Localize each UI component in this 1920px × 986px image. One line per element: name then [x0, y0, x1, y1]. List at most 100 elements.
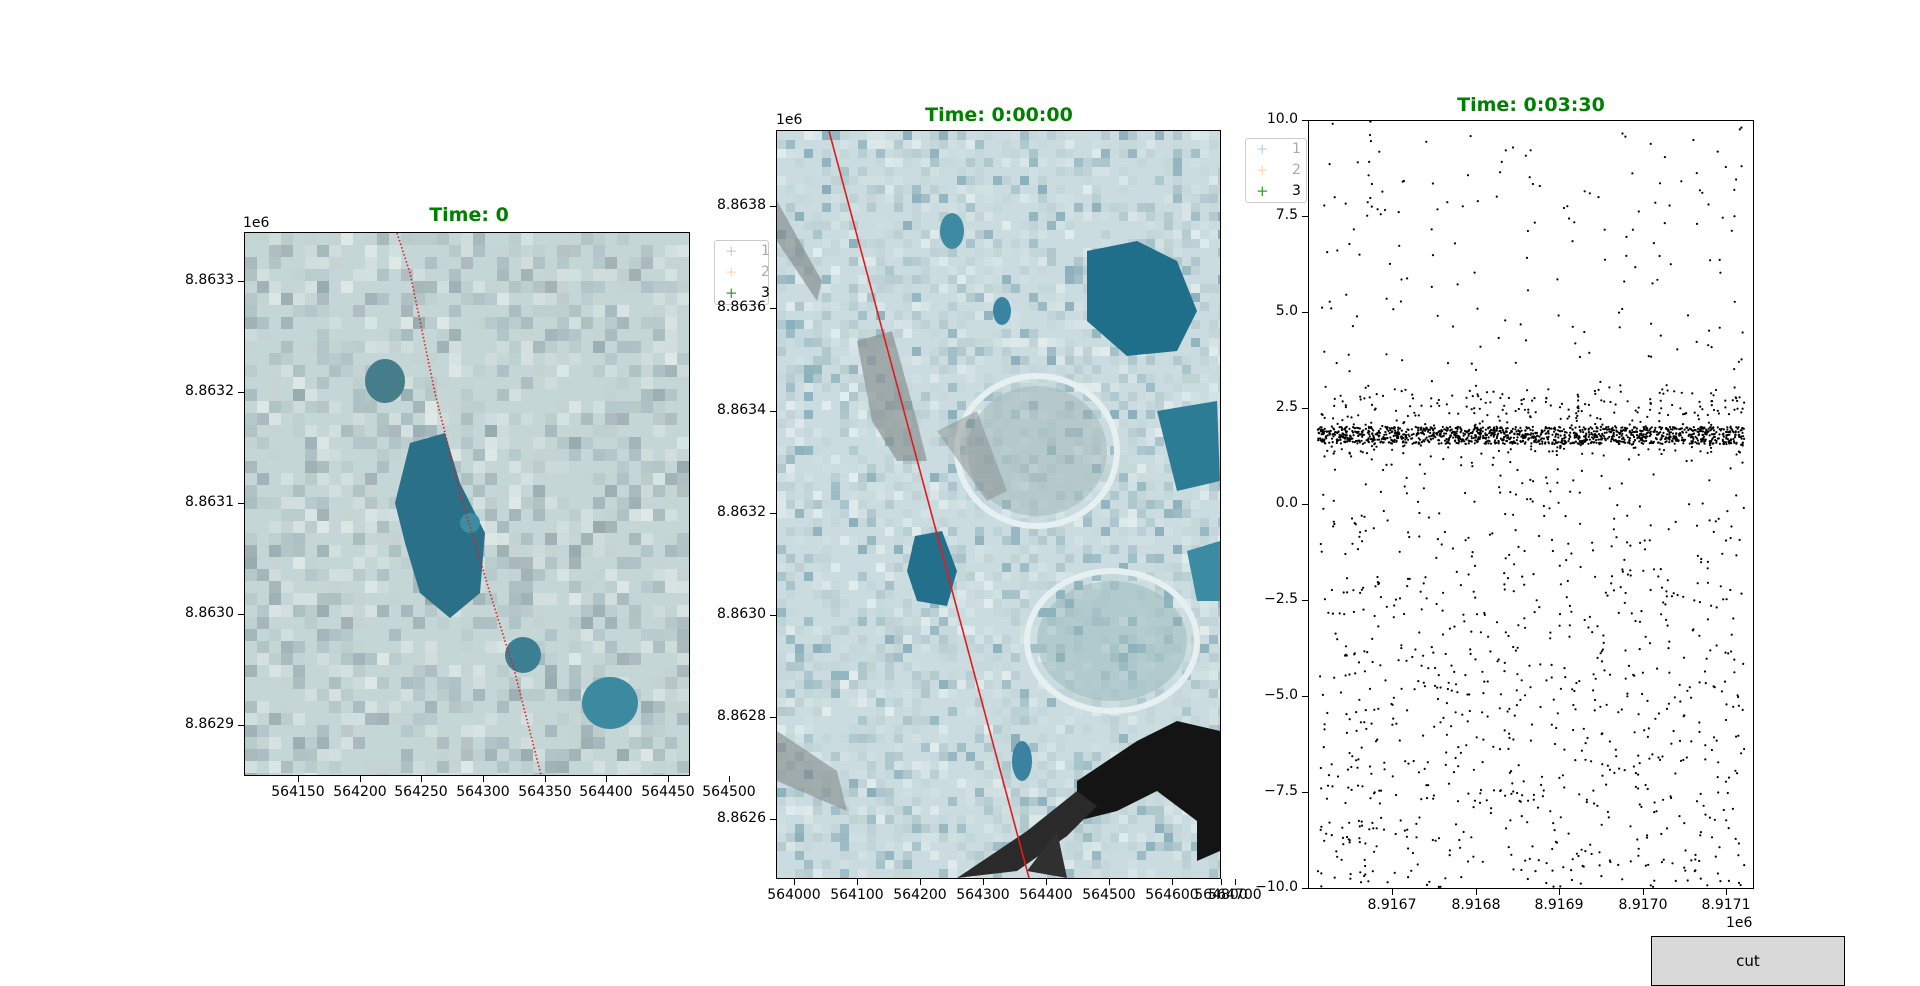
scatter-point — [1697, 555, 1699, 557]
scatter-point — [1563, 448, 1565, 450]
scatter-point — [1335, 850, 1337, 852]
scatter-point — [1680, 760, 1682, 762]
scatter-point — [1340, 691, 1342, 693]
scatter-point — [1716, 740, 1718, 742]
scatter-point — [1674, 772, 1676, 774]
scatter-point — [1665, 619, 1667, 621]
scatter-point — [1553, 431, 1555, 433]
scatter-point — [1377, 708, 1379, 710]
scatter-point — [1732, 808, 1734, 810]
scatter-point — [1443, 432, 1445, 434]
scatter-point — [1639, 803, 1641, 805]
scatter-point — [1723, 809, 1725, 811]
scatter-point — [1649, 409, 1651, 411]
cut-button[interactable]: cut — [1651, 936, 1845, 986]
scatter-point — [1352, 431, 1354, 433]
scatter-point — [1721, 690, 1723, 692]
panel-1-map-image[interactable] — [244, 232, 690, 776]
scatter-point — [1361, 821, 1363, 823]
scatter-point — [1597, 657, 1599, 659]
scatter-point — [1721, 428, 1723, 430]
scatter-point — [1724, 681, 1726, 683]
scatter-point — [1382, 395, 1384, 397]
scatter-point — [1699, 450, 1701, 452]
scatter-point — [1468, 693, 1470, 695]
scatter-point — [1709, 434, 1711, 436]
scatter-point — [1660, 335, 1662, 337]
scatter-point — [1710, 451, 1712, 453]
scatter-point — [1527, 878, 1529, 880]
scatter-point — [1571, 688, 1573, 690]
scatter-point — [1520, 869, 1522, 871]
scatter-point — [1420, 798, 1422, 800]
scatter-point — [1451, 395, 1453, 397]
scatter-point — [1431, 286, 1433, 288]
scatter-point — [1514, 433, 1516, 435]
scatter-point — [1500, 693, 1502, 695]
scatter-point — [1592, 790, 1594, 792]
scatter-point — [1406, 585, 1408, 587]
scatter-point — [1341, 429, 1343, 431]
scatter-point — [1420, 428, 1422, 430]
scatter-point — [1645, 636, 1647, 638]
scatter-point — [1530, 740, 1532, 742]
scatter-point — [1553, 699, 1555, 701]
scatter-point — [1320, 543, 1322, 545]
scatter-point — [1563, 786, 1565, 788]
scatter-point — [1504, 319, 1506, 321]
scatter-point — [1462, 205, 1464, 207]
scatter-point — [1349, 752, 1351, 754]
scatter-point — [1496, 621, 1498, 623]
scatter-point — [1507, 436, 1509, 438]
scatter-point — [1581, 849, 1583, 851]
scatter-point — [1373, 709, 1375, 711]
scatter-point — [1324, 598, 1326, 600]
scatter-point — [1575, 441, 1577, 443]
scatter-point — [1569, 442, 1571, 444]
y-tick-label: 8.8630 — [696, 606, 766, 622]
scatter-point — [1742, 331, 1744, 333]
scatter-point — [1467, 174, 1469, 176]
scatter-point — [1480, 430, 1482, 432]
scatter-point — [1594, 390, 1596, 392]
scatter-point — [1633, 441, 1635, 443]
scatter-point — [1418, 414, 1420, 416]
scatter-point — [1431, 380, 1433, 382]
scatter-point — [1568, 217, 1570, 219]
scatter-point — [1471, 462, 1473, 464]
scatter-point — [1529, 429, 1531, 431]
scatter-point — [1464, 433, 1466, 435]
scatter-point — [1532, 183, 1534, 185]
scatter-point — [1551, 664, 1553, 666]
scatter-point — [1647, 431, 1649, 433]
x-tick-label: 564100 — [827, 887, 887, 903]
scatter-point — [1426, 884, 1428, 886]
x-tick-mark — [1109, 879, 1110, 885]
scatter-point — [1671, 440, 1673, 442]
y-tick-label: 8.8628 — [696, 708, 766, 724]
scatter-point — [1376, 845, 1378, 847]
scatter-point — [1541, 437, 1543, 439]
panel-2-map-image[interactable] — [776, 130, 1221, 879]
scatter-point — [1493, 436, 1495, 438]
scatter-point — [1673, 390, 1675, 392]
scatter-point — [1713, 429, 1715, 431]
scatter-point — [1517, 546, 1519, 548]
panel-3-scatter-plot[interactable] — [1308, 120, 1754, 889]
scatter-point — [1569, 427, 1571, 429]
scatter-point — [1460, 876, 1462, 878]
scatter-point — [1730, 427, 1732, 429]
scatter-point — [1589, 414, 1591, 416]
scatter-point — [1526, 257, 1528, 259]
scatter-point — [1413, 412, 1415, 414]
scatter-point — [1667, 625, 1669, 627]
y-tick-label: 8.8632 — [696, 504, 766, 520]
scatter-point — [1739, 128, 1741, 130]
y-tick-label: 8.8626 — [696, 810, 766, 826]
scatter-point — [1621, 708, 1623, 710]
scatter-point — [1735, 554, 1737, 556]
scatter-point — [1499, 790, 1501, 792]
scatter-point — [1392, 704, 1394, 706]
scatter-point — [1456, 691, 1458, 693]
scatter-point — [1737, 431, 1739, 433]
